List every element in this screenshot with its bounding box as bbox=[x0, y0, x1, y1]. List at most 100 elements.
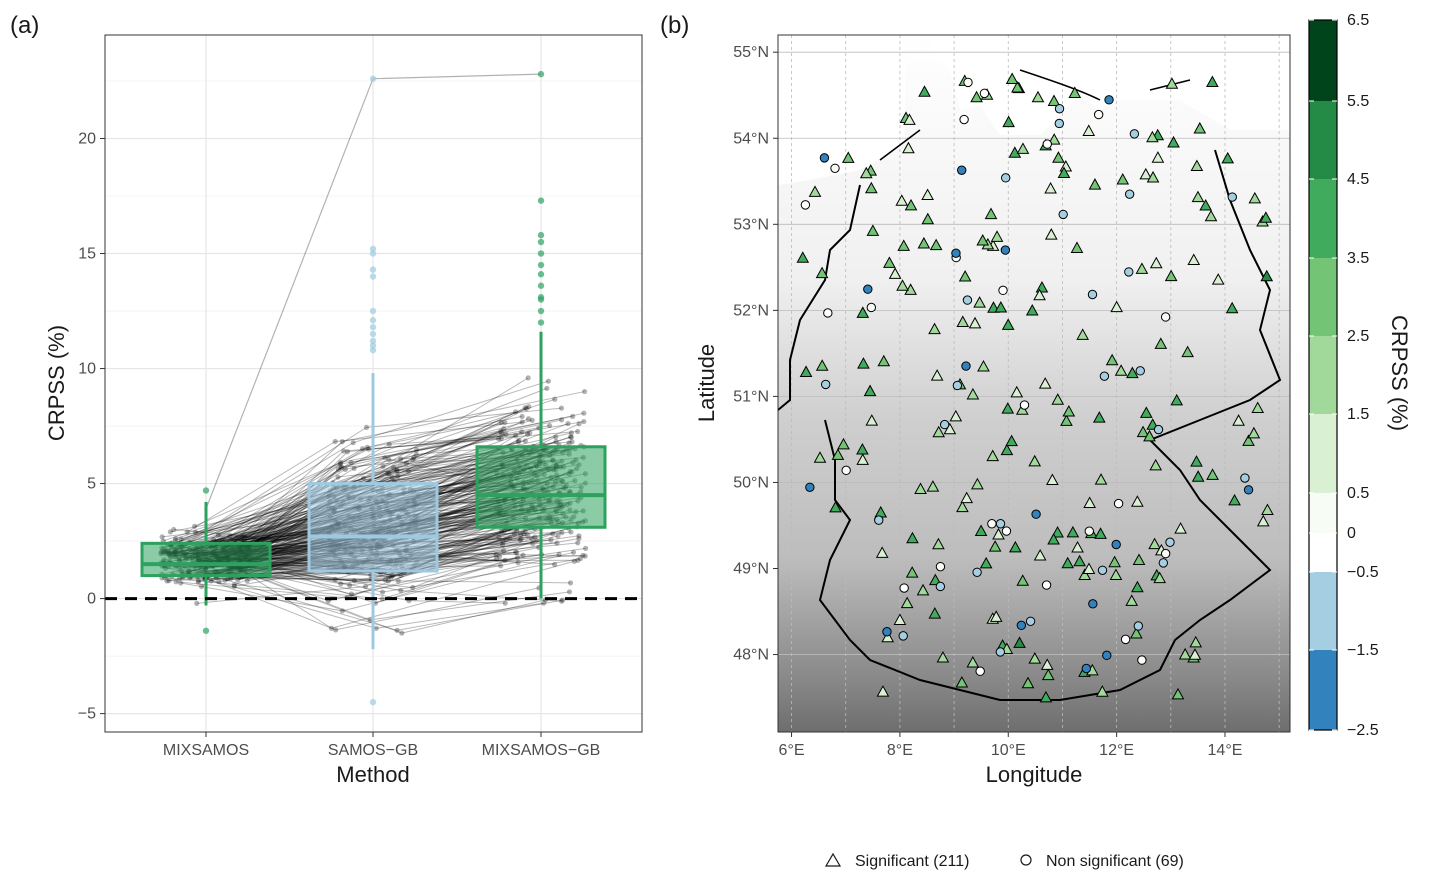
station-significant bbox=[970, 90, 983, 103]
station-non-significant bbox=[1111, 539, 1121, 550]
station-point bbox=[534, 537, 540, 544]
station-significant bbox=[1260, 269, 1274, 282]
station-point bbox=[519, 419, 525, 425]
legend: Significant (211) Non significant (69) bbox=[824, 852, 1184, 870]
station-line bbox=[220, 419, 562, 557]
station-point bbox=[569, 439, 575, 445]
station-point bbox=[575, 540, 581, 546]
station-significant bbox=[1110, 300, 1124, 313]
station-point bbox=[512, 433, 519, 439]
colorbar-title: CRPSS (%) bbox=[1387, 315, 1412, 431]
station-significant bbox=[1187, 253, 1201, 265]
station-point bbox=[351, 465, 357, 472]
outlier-point bbox=[537, 261, 545, 269]
station-significant bbox=[929, 238, 943, 251]
station-non-significant bbox=[863, 284, 873, 294]
station-point bbox=[526, 403, 532, 410]
station-significant bbox=[813, 451, 827, 463]
station-point bbox=[566, 589, 573, 595]
station-significant bbox=[896, 279, 909, 291]
station-significant bbox=[1078, 568, 1092, 580]
station-non-significant bbox=[1243, 485, 1254, 495]
station-significant bbox=[956, 315, 970, 327]
station-point bbox=[501, 426, 507, 432]
station-line bbox=[214, 408, 527, 552]
station-significant bbox=[876, 685, 890, 697]
station-point bbox=[513, 549, 519, 555]
station-point bbox=[552, 396, 558, 402]
station-point bbox=[498, 428, 504, 434]
station-line bbox=[241, 527, 569, 582]
outlier-point bbox=[369, 307, 377, 315]
station-point bbox=[405, 468, 412, 474]
station-significant bbox=[1153, 571, 1167, 584]
station-line bbox=[185, 411, 516, 560]
station-point bbox=[493, 552, 499, 558]
station-point bbox=[219, 537, 225, 543]
station-line bbox=[200, 533, 554, 588]
outlier-point bbox=[369, 245, 377, 253]
panel-b-x-axis-title: Longitude bbox=[986, 762, 1083, 787]
station-line bbox=[180, 406, 529, 551]
station-point bbox=[394, 468, 400, 474]
station-significant bbox=[1181, 345, 1194, 358]
station-significant bbox=[917, 236, 931, 249]
station-significant bbox=[859, 166, 873, 179]
lat-tick-label: 52°N bbox=[733, 302, 769, 319]
station-significant bbox=[1143, 429, 1156, 442]
station-significant bbox=[1108, 555, 1121, 568]
station-significant bbox=[974, 524, 988, 537]
station-non-significant bbox=[1054, 104, 1065, 114]
station-point bbox=[502, 419, 508, 426]
station-significant bbox=[1135, 262, 1149, 274]
station-line bbox=[217, 508, 561, 578]
station-point bbox=[192, 529, 199, 535]
outlier-point bbox=[369, 75, 377, 82]
station-point bbox=[239, 534, 246, 540]
station-line bbox=[174, 448, 512, 551]
station-significant bbox=[808, 185, 822, 197]
outlier-point bbox=[537, 307, 545, 315]
station-significant bbox=[904, 198, 918, 211]
station-significant bbox=[1070, 241, 1084, 253]
station-significant bbox=[1251, 401, 1265, 414]
station-significant bbox=[1146, 130, 1159, 143]
outlier-point bbox=[537, 282, 545, 289]
station-non-significant bbox=[1153, 424, 1164, 435]
station-non-significant bbox=[882, 627, 892, 637]
station-non-significant bbox=[1240, 473, 1250, 483]
legend-significant: Significant (211) bbox=[855, 853, 969, 870]
station-significant bbox=[1082, 124, 1096, 136]
panel-a-y-ticks: −5 0 5 10 15 20 bbox=[78, 131, 105, 723]
station-point bbox=[328, 625, 335, 631]
station-line bbox=[163, 377, 529, 542]
station-significant bbox=[1044, 182, 1057, 194]
station-non-significant bbox=[899, 583, 909, 593]
station-significant bbox=[1051, 526, 1064, 538]
station-non-significant bbox=[1133, 621, 1144, 631]
station-non-significant bbox=[1158, 558, 1169, 568]
station-point bbox=[173, 536, 179, 542]
station-point bbox=[517, 531, 524, 537]
station-significant bbox=[928, 607, 942, 619]
station-significant bbox=[1057, 166, 1071, 178]
station-significant bbox=[1259, 211, 1273, 223]
station-significant bbox=[1044, 228, 1058, 240]
station-line bbox=[183, 380, 549, 546]
outlier-point bbox=[537, 197, 545, 204]
station-significant bbox=[979, 556, 993, 569]
station-line bbox=[248, 535, 559, 577]
station-point bbox=[499, 430, 505, 436]
y-tick-label: 0 bbox=[87, 591, 96, 608]
station-line bbox=[205, 577, 540, 631]
station-point bbox=[502, 557, 508, 563]
station-significant bbox=[875, 546, 889, 558]
station-significant bbox=[936, 650, 950, 663]
colorbar-segment bbox=[1309, 20, 1337, 101]
colorbar-ticks: −2.5 −1.5 −0.5 0 0.5 1.5 2.5 3.5 4.5 5.5 6.5 bbox=[1309, 12, 1379, 739]
station-non-significant bbox=[1058, 209, 1068, 220]
station-point bbox=[515, 560, 521, 566]
station-significant bbox=[1052, 151, 1065, 163]
panel-b-y-axis-title: Latitude bbox=[694, 344, 719, 422]
